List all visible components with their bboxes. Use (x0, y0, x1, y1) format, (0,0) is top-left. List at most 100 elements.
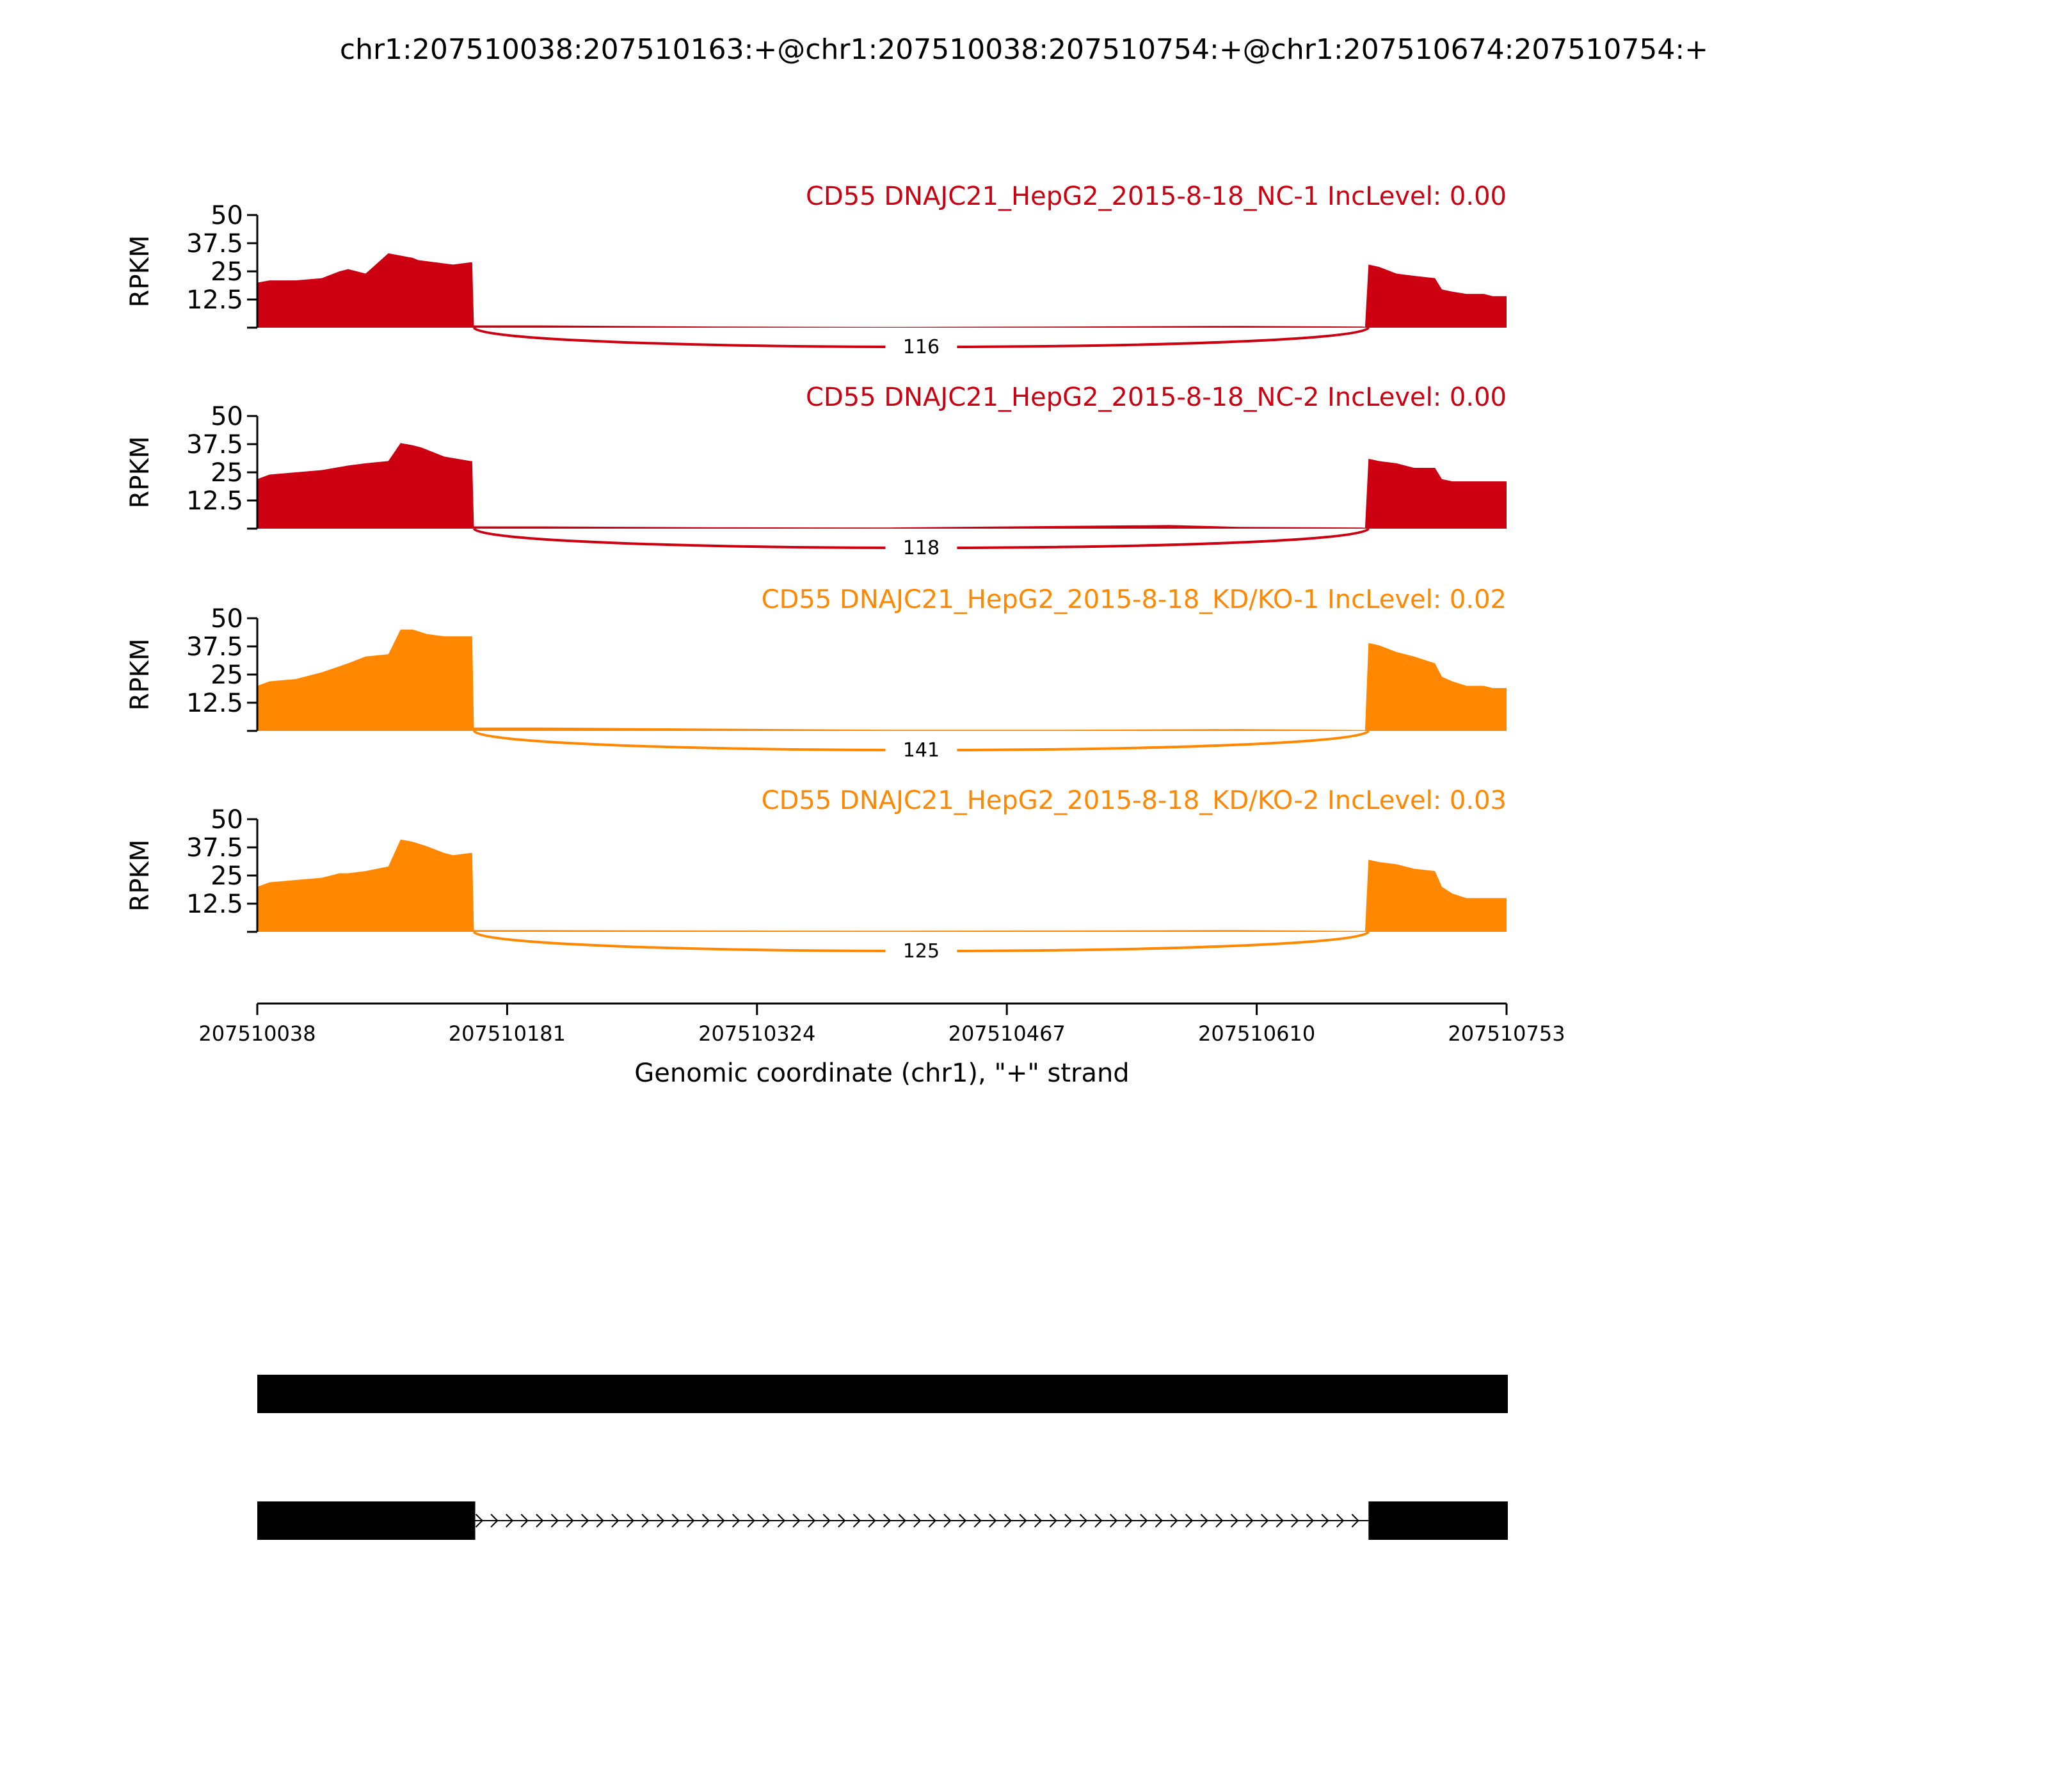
junction-count-label: 125 (903, 940, 940, 963)
junction-count-label: 118 (903, 537, 940, 559)
intron-arrow-icon (641, 1514, 650, 1528)
intron-arrow-icon (868, 1514, 876, 1528)
intron-arrow-icon (1291, 1514, 1299, 1528)
intron-arrow-icon (1230, 1514, 1238, 1528)
figure-title: chr1:207510038:207510163:+@chr1:20751003… (340, 33, 1708, 66)
intron-arrow-icon (762, 1514, 771, 1528)
y-axis-label: RPKM (125, 236, 155, 308)
intron-arrow-icon (687, 1514, 695, 1528)
y-axis-label: RPKM (125, 840, 155, 912)
intron-arrow-icon (581, 1514, 589, 1528)
intron-arrow-icon (1306, 1514, 1314, 1528)
intron-arrow-icon (1110, 1514, 1118, 1528)
intron-arrow-icon (596, 1514, 604, 1528)
intron-arrow-icon (1170, 1514, 1178, 1528)
intron-arrow-icon (838, 1514, 846, 1528)
intron-arrow-icon (1336, 1514, 1345, 1528)
intron-arrow-icon (1094, 1514, 1103, 1528)
y-axis-label: RPKM (125, 639, 155, 711)
coverage-area (257, 839, 1507, 932)
intron-arrow-icon (1351, 1514, 1359, 1528)
intron-arrow-icon (701, 1514, 710, 1528)
y-axis-label: RPKM (125, 436, 155, 509)
gene-models (257, 1375, 1508, 1540)
y-tick-label: 50 (211, 201, 243, 230)
exon-block (1368, 1501, 1508, 1540)
intron-arrow-icon (732, 1514, 740, 1528)
intron-arrow-icon (1049, 1514, 1057, 1528)
intron-arrow-icon (1064, 1514, 1073, 1528)
junction-count-label: 141 (903, 739, 940, 762)
y-tick-label: 12.5 (186, 689, 243, 718)
sample-label: CD55 DNAJC21_HepG2_2015-8-18_KD/KO-2 Inc… (762, 786, 1507, 815)
junction-count-background (885, 740, 957, 760)
y-tick-label: 12.5 (186, 486, 243, 516)
intron-arrow-icon (928, 1514, 936, 1528)
sample-label: CD55 DNAJC21_HepG2_2015-8-18_KD/KO-1 Inc… (762, 585, 1507, 614)
intron-arrow-icon (808, 1514, 816, 1528)
intron-arrow-icon (898, 1514, 906, 1528)
gene-model-1 (257, 1375, 1508, 1413)
intron-arrow-icon (989, 1514, 997, 1528)
intron-arrow-icon (1245, 1514, 1254, 1528)
y-tick-label: 37.5 (186, 833, 243, 863)
intron-arrow-icon (1034, 1514, 1043, 1528)
intron-arrow-icon (626, 1514, 634, 1528)
intron-arrow-icon (792, 1514, 801, 1528)
intron-arrow-icon (883, 1514, 892, 1528)
y-tick-label: 25 (211, 660, 243, 690)
coverage-area (257, 629, 1507, 731)
y-tick-label: 50 (211, 402, 243, 431)
coverage-area (257, 443, 1507, 529)
x-axis-label: Genomic coordinate (chr1), "+" strand (634, 1059, 1129, 1088)
intron-arrow-icon (520, 1514, 529, 1528)
x-tick-label: 207510038 (198, 1021, 316, 1046)
intron-arrow-icon (536, 1514, 544, 1528)
intron-arrow-icon (506, 1514, 514, 1528)
x-axis: 207510038 207510181 207510324 207510467 2075… (198, 1002, 1565, 1088)
intron-arrow-icon (943, 1514, 952, 1528)
intron-arrow-icon (1215, 1514, 1224, 1528)
intron-arrow-icon (747, 1514, 755, 1528)
junction-count-background (885, 538, 957, 558)
intron-arrow-icon (1276, 1514, 1284, 1528)
intron-arrow-icon (671, 1514, 680, 1528)
x-tick-label: 207510610 (1198, 1021, 1315, 1046)
intron-arrow-icon (822, 1514, 831, 1528)
intron-arrow-icon (1019, 1514, 1027, 1528)
y-tick-label: 25 (211, 257, 243, 287)
y-tick-label: 37.5 (186, 632, 243, 662)
sample-label: CD55 DNAJC21_HepG2_2015-8-18_NC-2 IncLev… (806, 383, 1507, 412)
junction-count-label: 116 (903, 336, 940, 358)
intron-arrow-icon (1140, 1514, 1148, 1528)
intron-arrow-icon (1200, 1514, 1208, 1528)
junction-count-background (885, 941, 957, 961)
intron-arrow-icon (475, 1514, 483, 1528)
sample-label: CD55 DNAJC21_HepG2_2015-8-18_NC-1 IncLev… (806, 182, 1507, 211)
intron-arrow-icon (973, 1514, 982, 1528)
intron-arrow-icon (852, 1514, 861, 1528)
intron-arrow-icon (566, 1514, 574, 1528)
y-tick-label: 25 (211, 861, 243, 891)
gene-model-2 (257, 1501, 1508, 1540)
exon-block (257, 1501, 476, 1540)
intron-arrow-icon (1124, 1514, 1133, 1528)
y-tick-label: 50 (211, 604, 243, 634)
exon-block (257, 1375, 1508, 1413)
intron-arrow-icon (1079, 1514, 1087, 1528)
y-tick-label: 12.5 (186, 285, 243, 315)
intron-arrow-icon (611, 1514, 620, 1528)
x-tick-label: 207510181 (449, 1021, 566, 1046)
intron-arrow-icon (1321, 1514, 1329, 1528)
intron-arrow-icon (1155, 1514, 1163, 1528)
x-tick-label: 207510753 (1448, 1021, 1565, 1046)
intron-arrow-icon (550, 1514, 559, 1528)
junction-count-background (885, 337, 957, 357)
x-tick-label: 207510324 (698, 1021, 815, 1046)
coverage-area (257, 253, 1507, 328)
